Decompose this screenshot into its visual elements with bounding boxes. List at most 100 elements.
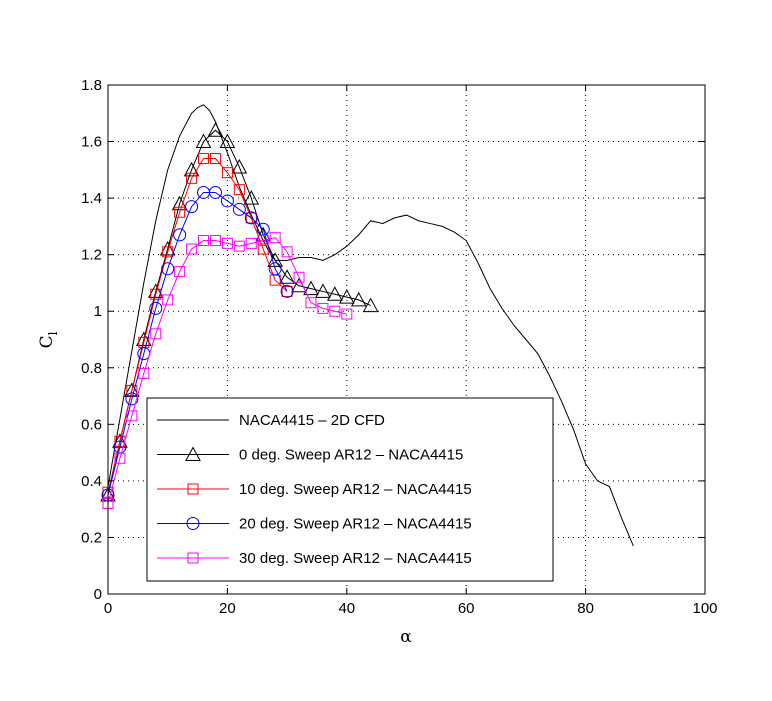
legend-swatch-marker xyxy=(186,517,200,530)
legend: NACA4415 – 2D CFD 0 deg. Sweep AR12 – NAC… xyxy=(146,397,554,582)
series-4-point xyxy=(269,232,281,244)
series-1-point xyxy=(362,297,379,313)
series-4-point xyxy=(162,294,174,306)
series-3-point xyxy=(268,262,282,276)
series-4-point xyxy=(257,235,269,247)
x-tick-label: 40 xyxy=(338,600,355,617)
y-tick-label: 1 xyxy=(94,303,102,320)
series-4-point xyxy=(198,235,210,247)
series-3-line xyxy=(107,191,288,496)
series-4-point xyxy=(209,235,221,247)
y-tick-label: 0.8 xyxy=(81,360,102,377)
series-0-line xyxy=(107,104,634,547)
series-3-point xyxy=(220,194,234,208)
legend-label: 0 deg. Sweep AR12 – NACA4415 xyxy=(239,447,463,464)
series-3-point xyxy=(280,284,294,298)
series-2-point xyxy=(281,285,293,297)
x-tick-label: 60 xyxy=(458,600,475,617)
series-2-point xyxy=(150,288,162,300)
legend-label: NACA4415 – 2D CFD xyxy=(239,412,385,429)
series-2-point xyxy=(233,184,245,196)
series-4-line xyxy=(107,237,347,504)
series-4-point xyxy=(281,246,293,258)
series-1-point xyxy=(350,291,367,307)
y-axis-label: Cl xyxy=(37,331,60,348)
x-axis-label: α xyxy=(400,627,412,647)
series-1-point xyxy=(267,252,283,267)
series-3 xyxy=(101,185,294,502)
series-2-point xyxy=(162,246,174,258)
series-4-point xyxy=(221,237,233,249)
series-1-point xyxy=(279,269,295,284)
series-2-point xyxy=(174,206,186,218)
series-1-point xyxy=(183,161,200,177)
legend-swatch-marker xyxy=(185,446,201,461)
series-3-point xyxy=(149,301,163,315)
series-4-point xyxy=(233,240,245,252)
y-tick-label: 0.4 xyxy=(81,473,102,490)
y-tick-label: 1.2 xyxy=(81,247,102,264)
series-2-point xyxy=(186,172,198,184)
series-1-point xyxy=(195,133,212,149)
series-3-point xyxy=(173,228,187,242)
y-tick-label: 1.8 xyxy=(81,77,102,94)
series-3-point xyxy=(161,262,175,276)
series-4-point xyxy=(329,305,341,317)
series-2 xyxy=(102,153,293,498)
series-1-point xyxy=(243,190,260,205)
series-3-point xyxy=(185,200,199,214)
series-3-point xyxy=(244,211,258,225)
series-1-point xyxy=(159,240,176,256)
series-4-point xyxy=(126,410,138,422)
legend-label: 20 deg. Sweep AR12 – NACA4415 xyxy=(239,516,472,533)
series-2-point xyxy=(221,167,233,179)
series-1-point xyxy=(124,382,140,397)
series-1-point xyxy=(147,283,164,298)
y-axis-label-main: C xyxy=(37,335,57,348)
x-tick-label: 20 xyxy=(219,600,236,617)
series-1-point xyxy=(231,158,248,174)
series-1-point xyxy=(315,283,331,298)
x-tick-label: 100 xyxy=(692,600,717,617)
plot-frame xyxy=(107,84,706,595)
series-0 xyxy=(107,104,634,547)
series-2-line xyxy=(107,158,288,493)
legend-label: 30 deg. Sweep AR12 – NACA4415 xyxy=(239,550,472,567)
y-tick-label: 1.6 xyxy=(81,134,102,151)
series-3-point xyxy=(208,185,222,199)
series-4-point xyxy=(305,297,317,309)
y-tick-label: 0.2 xyxy=(81,529,102,546)
series-4-point xyxy=(245,237,257,249)
series-3-point xyxy=(232,202,246,216)
series-4-point xyxy=(138,367,150,379)
series-4-point xyxy=(186,243,198,255)
y-axis-label-subscript: l xyxy=(46,331,60,335)
series-4-point xyxy=(114,452,126,464)
series-4-point xyxy=(150,328,162,340)
series-1-point xyxy=(338,289,355,304)
x-tick-label: 80 xyxy=(577,600,594,617)
series-4-point xyxy=(293,271,305,283)
series-1-point xyxy=(327,286,343,301)
series-2-point xyxy=(257,243,269,255)
series-2-point xyxy=(209,153,221,165)
series-4-point xyxy=(317,302,329,314)
series-4-point xyxy=(341,308,353,320)
y-tick-label: 1.4 xyxy=(81,190,102,207)
legend-swatch-marker xyxy=(187,483,199,495)
legend-swatch-marker xyxy=(187,552,199,564)
x-tick-label: 0 xyxy=(104,600,112,617)
series-1 xyxy=(100,122,379,502)
series-3-point xyxy=(125,392,139,406)
series-2-point xyxy=(245,212,257,224)
series-4-point xyxy=(174,266,186,278)
series-2-point xyxy=(198,153,210,165)
axis-ticks: 0 20 40 60 80 100 0 0.2 0.4 0.6 0.8 1 1.2 1.4 1.6 1.8 xyxy=(81,77,717,617)
legend-label: 10 deg. Sweep AR12 – NACA4415 xyxy=(239,481,472,498)
series-1-point xyxy=(303,280,319,296)
y-tick-label: 0.6 xyxy=(81,416,102,433)
series-1-point xyxy=(207,122,224,137)
series-2-point xyxy=(126,384,138,396)
